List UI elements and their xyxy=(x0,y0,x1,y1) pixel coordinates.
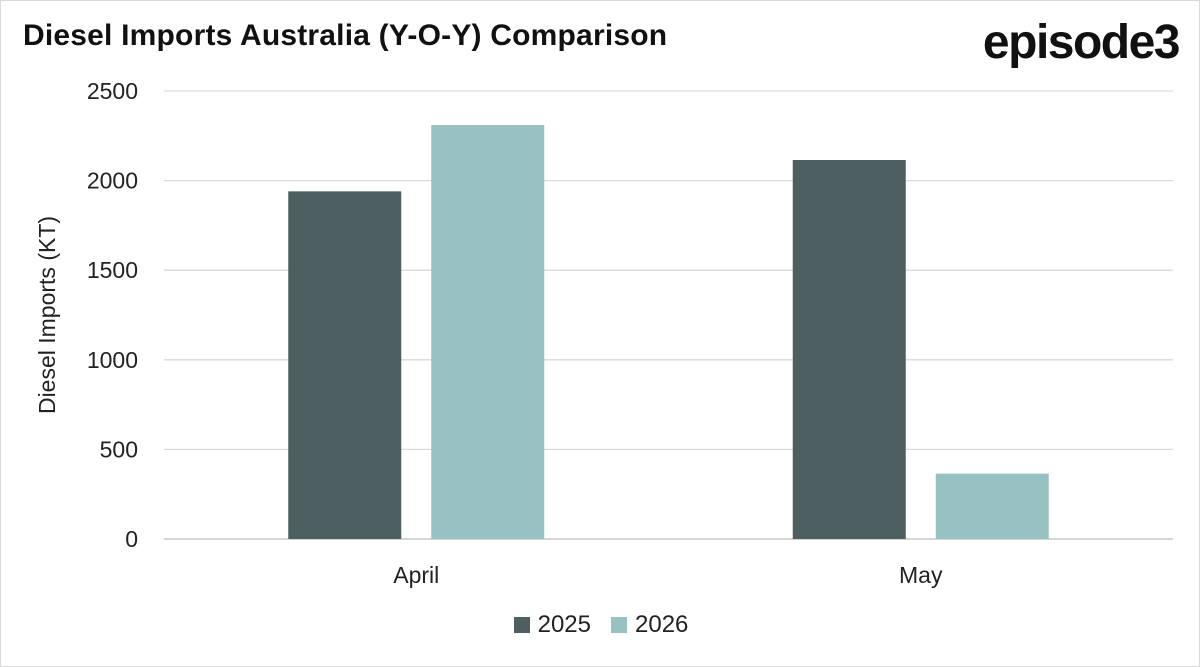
x-tick-label: April xyxy=(393,562,439,588)
bar-2025-april xyxy=(288,191,402,540)
x-tick-labels: April May xyxy=(393,562,943,588)
y-tick-label: 2000 xyxy=(87,168,138,194)
bars xyxy=(288,125,1049,540)
x-tick-label: May xyxy=(899,562,943,588)
legend: 2025 2026 xyxy=(1,611,1200,639)
y-tick-label: 2500 xyxy=(87,78,138,104)
legend-item-2025: 2025 xyxy=(513,611,591,639)
brand-logo: episode3 xyxy=(982,16,1181,69)
y-tick-labels: 0 500 1000 1500 2000 2500 xyxy=(87,78,138,552)
legend-label-2026: 2026 xyxy=(635,611,689,638)
bar-2025-may xyxy=(792,159,906,539)
legend-item-2026: 2026 xyxy=(611,611,688,639)
legend-swatch-2026 xyxy=(611,617,627,633)
y-tick-label: 1500 xyxy=(87,257,138,283)
y-axis-title: Diesel Imports (KT) xyxy=(34,216,60,414)
legend-label-2025: 2025 xyxy=(537,611,591,638)
chart-title: Diesel Imports Australia (Y-O-Y) Compari… xyxy=(23,19,668,52)
y-tick-label: 1000 xyxy=(87,347,138,373)
y-tick-label: 500 xyxy=(100,436,138,462)
legend-swatch-2025 xyxy=(513,617,530,633)
bar-2026-april xyxy=(431,125,545,539)
bar-2026-may xyxy=(935,473,1049,539)
y-tick-label: 0 xyxy=(125,526,138,552)
